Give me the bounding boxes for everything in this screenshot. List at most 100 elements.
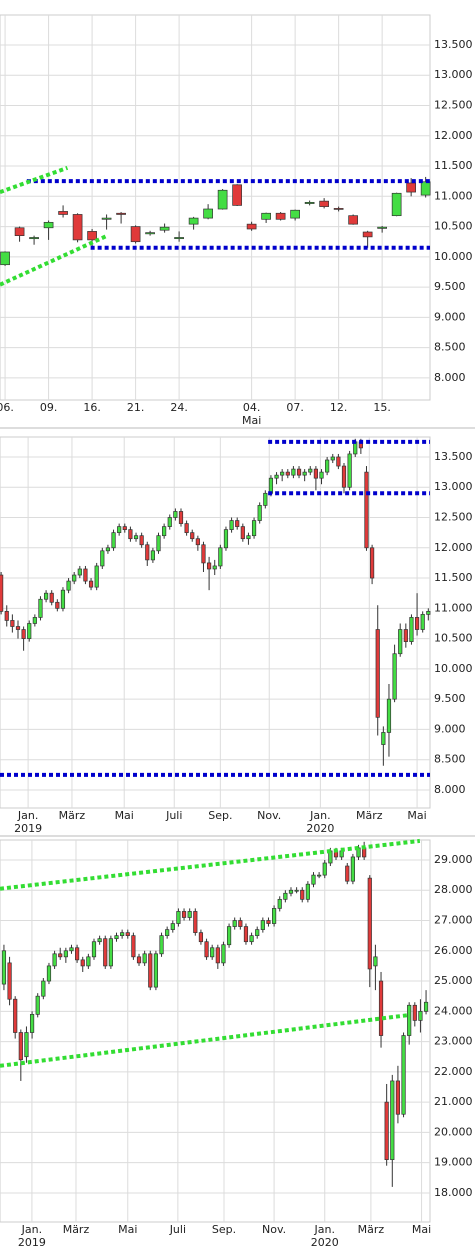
candle-body: [83, 568, 88, 582]
candle-body: [145, 232, 155, 235]
trend-line: [0, 165, 69, 194]
candle-body: [201, 544, 206, 564]
candle-body: [131, 935, 136, 958]
candle-body: [10, 620, 15, 627]
candle-body: [423, 1001, 429, 1012]
candle-body: [407, 1004, 412, 1036]
x-tick-label: 15.: [373, 401, 391, 414]
candle-body: [176, 911, 181, 924]
candle-body: [426, 611, 431, 615]
x-tick-label: Mai: [118, 1223, 137, 1236]
candle-body: [290, 209, 300, 219]
x-tick-label: Jan.: [21, 1223, 42, 1236]
candle-body: [364, 471, 369, 549]
x-tick-sublabel: 2019: [18, 1236, 46, 1249]
y-tick-label: 10.500: [434, 220, 473, 233]
y-tick-label: 10.500: [434, 632, 473, 645]
x-tick-label: Jan.: [309, 809, 330, 822]
y-tick-label: 27.000: [434, 914, 473, 927]
x-tick-label: März: [59, 809, 86, 822]
candle-body: [412, 1004, 417, 1021]
y-tick-label: 9.500: [434, 280, 466, 293]
y-tick-label: 23.000: [434, 1035, 473, 1048]
candle-body: [319, 200, 329, 207]
candle-body: [139, 535, 144, 546]
candle-body: [133, 535, 139, 540]
candle-body: [255, 929, 260, 937]
candle-body: [21, 629, 26, 639]
candle-body: [178, 511, 184, 524]
y-tick-label: 8.500: [434, 753, 466, 766]
candle-body: [91, 941, 97, 958]
candle-body: [148, 953, 153, 988]
candle-body: [101, 217, 112, 220]
candle-body: [29, 1014, 35, 1033]
candle-body: [159, 935, 164, 955]
candle-body: [24, 1032, 29, 1058]
x-tick-sublabel: 2020: [311, 1236, 339, 1249]
candle-body: [377, 226, 387, 229]
x-tick-label: 04.: [243, 401, 261, 414]
y-tick-label: 11.000: [434, 601, 473, 614]
y-tick-label: 12.000: [434, 541, 473, 554]
candle-body: [77, 568, 82, 576]
candle-body: [409, 617, 414, 642]
y-tick-label: 29.000: [434, 853, 473, 866]
candle-body: [217, 189, 228, 210]
candle-body: [7, 962, 12, 1000]
candle-body: [125, 932, 130, 937]
candle-body: [275, 212, 286, 220]
x-tick-label: Juli: [165, 809, 182, 822]
candle-body: [300, 889, 305, 900]
candle-body: [120, 932, 125, 937]
candle-body: [378, 980, 384, 1036]
x-tick-label: Juli: [169, 1223, 186, 1236]
candle-body: [391, 192, 402, 217]
candle-body: [285, 471, 290, 476]
candle-body: [114, 935, 119, 940]
candle-body: [386, 698, 392, 733]
candle-body: [223, 529, 229, 549]
y-tick-label: 8.000: [434, 371, 466, 384]
candle-body: [313, 468, 318, 479]
x-tick-label: Sep.: [208, 809, 232, 822]
candle-body: [240, 526, 245, 540]
candle-body: [403, 629, 408, 642]
y-tick-label: 20.000: [434, 1125, 473, 1138]
candle-body: [66, 580, 71, 591]
candle-body: [32, 617, 37, 624]
candle-body: [398, 629, 403, 655]
candle-body: [58, 953, 63, 958]
candle-body: [246, 223, 257, 230]
x-tick-label: 21.: [127, 401, 145, 414]
candle-body: [156, 535, 161, 552]
plot-area: [0, 839, 431, 1223]
candle-body: [283, 892, 288, 900]
candle-body: [181, 911, 187, 918]
candle-body: [187, 911, 192, 918]
y-tick-label: 9.500: [434, 692, 466, 705]
candle-body: [348, 215, 358, 225]
candle-body: [235, 520, 240, 527]
candle-body: [373, 956, 378, 967]
y-tick-label: 28.000: [434, 883, 473, 896]
y-tick-label: 11.500: [434, 159, 473, 172]
candle-body: [49, 592, 54, 603]
candle-body: [243, 926, 249, 943]
candle-body: [80, 959, 85, 967]
candle-body: [311, 874, 316, 885]
candle-body: [260, 920, 265, 930]
candle-body: [347, 453, 352, 488]
candle-body: [55, 601, 60, 609]
candle-body: [375, 629, 380, 718]
candle-body: [207, 562, 212, 570]
x-tick-label: 07.: [286, 401, 304, 414]
candle-body: [418, 1010, 423, 1021]
candle-body: [221, 944, 226, 964]
y-tick-label: 24.000: [434, 1004, 473, 1017]
candle-body: [288, 889, 294, 894]
trend-line: [0, 233, 109, 287]
candle-body: [43, 592, 49, 600]
candle-body: [317, 874, 322, 877]
